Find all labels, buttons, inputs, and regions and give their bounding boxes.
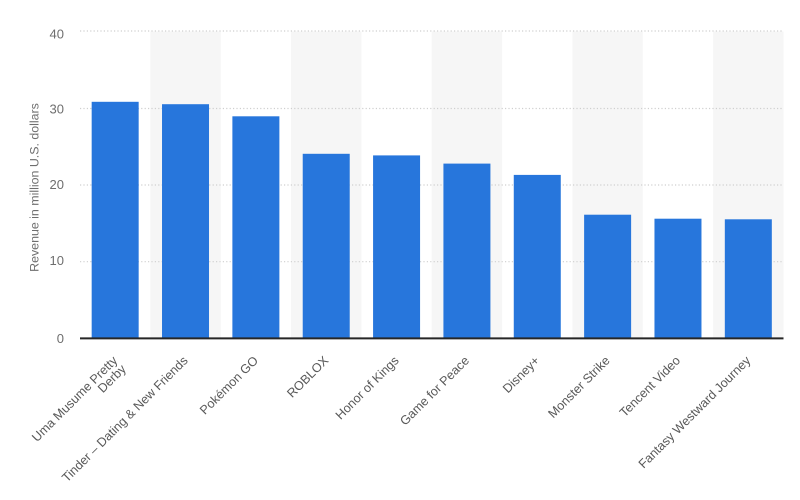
svg-text:20: 20 — [50, 177, 64, 192]
svg-text:Game for Peace: Game for Peace — [397, 354, 472, 429]
svg-text:Honor of Kings: Honor of Kings — [333, 354, 402, 423]
svg-text:Revenue in million U.S. dollar: Revenue in million U.S. dollars — [28, 103, 42, 272]
svg-text:Pokémon GO: Pokémon GO — [197, 353, 261, 417]
svg-text:Tencent Video: Tencent Video — [617, 354, 683, 420]
svg-text:40: 40 — [50, 27, 64, 42]
svg-text:10: 10 — [50, 253, 64, 268]
svg-text:0: 0 — [57, 331, 64, 346]
svg-text:Disney+: Disney+ — [500, 354, 542, 396]
svg-text:Fantasy Westward Journey: Fantasy Westward Journey — [636, 353, 754, 471]
svg-text:ROBLOX: ROBLOX — [284, 353, 331, 400]
svg-text:30: 30 — [50, 102, 64, 117]
svg-text:Monster Strike: Monster Strike — [545, 354, 612, 421]
